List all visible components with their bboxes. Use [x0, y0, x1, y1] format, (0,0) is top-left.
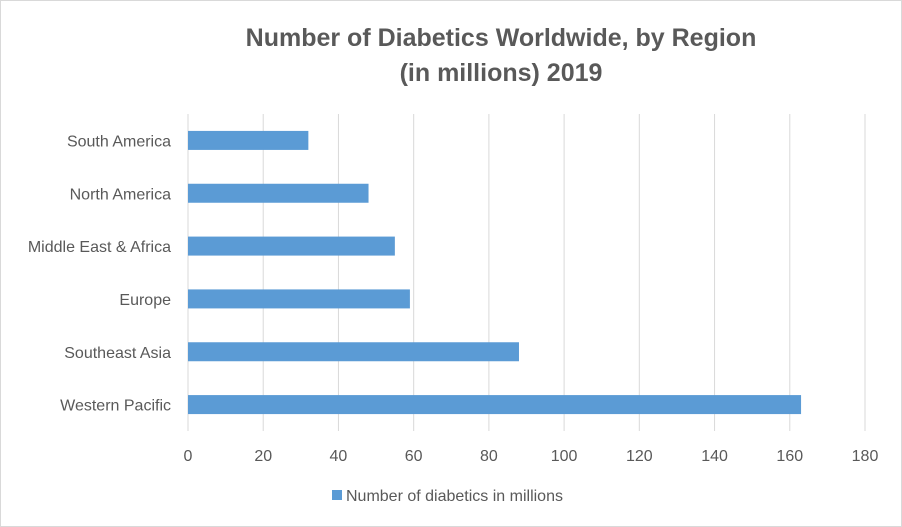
tick-labels: 0 20 40 60 80 100 120 140 160 180 — [184, 448, 879, 465]
bar — [188, 289, 410, 309]
chart-subtitle: (in millions) 2019 — [400, 59, 603, 87]
bar — [188, 236, 395, 256]
x-tick-label: 120 — [626, 448, 653, 465]
x-tick-label: 140 — [701, 448, 728, 465]
category-labels: South America North America Middle East & … — [28, 133, 171, 414]
x-tick-label: 0 — [184, 448, 193, 465]
bars — [188, 130, 802, 415]
category-label: North America — [70, 186, 171, 203]
category-label: South America — [67, 133, 171, 150]
x-tick-label: 20 — [254, 448, 272, 465]
x-tick-label: 100 — [551, 448, 578, 465]
category-label: Europe — [119, 292, 171, 309]
x-tick-label: 80 — [480, 448, 498, 465]
x-tick-label: 160 — [776, 448, 803, 465]
x-tick-label: 60 — [405, 448, 423, 465]
bar — [188, 183, 369, 203]
category-label: Middle East & Africa — [28, 239, 171, 256]
category-label: Southeast Asia — [64, 345, 171, 362]
x-tick-label: 180 — [852, 448, 879, 465]
bar — [188, 395, 802, 415]
x-tick-label: 40 — [330, 448, 348, 465]
bar — [188, 130, 309, 150]
bar — [188, 342, 519, 362]
legend: Number of diabetics in millions — [332, 488, 563, 505]
gridlines — [187, 114, 866, 431]
legend-swatch — [332, 490, 342, 500]
chart-title: Number of Diabetics Worldwide, by Region — [246, 24, 757, 52]
legend-label: Number of diabetics in millions — [346, 488, 563, 505]
category-label: Western Pacific — [60, 398, 171, 415]
